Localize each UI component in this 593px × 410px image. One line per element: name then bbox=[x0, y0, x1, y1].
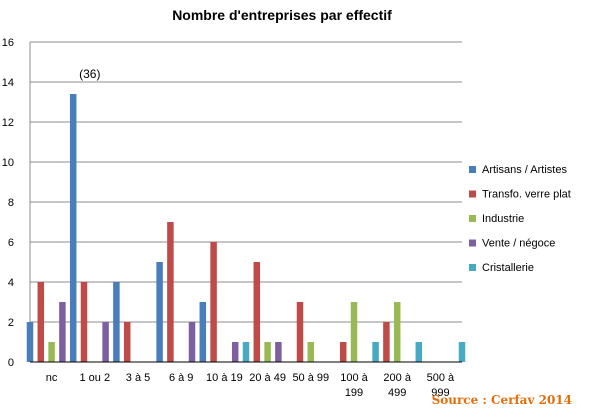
y-tick-label: 6 bbox=[8, 237, 14, 249]
bar bbox=[415, 342, 423, 362]
legend: Artisans / Artistes Transfo. verre plat In… bbox=[469, 164, 571, 274]
bar bbox=[26, 322, 34, 362]
gridlines bbox=[29, 41, 462, 362]
bar bbox=[199, 302, 207, 362]
y-tick-label: 2 bbox=[8, 317, 14, 329]
bar bbox=[350, 302, 358, 362]
y-tick-label: 16 bbox=[2, 37, 14, 49]
bar bbox=[242, 342, 250, 362]
bar bbox=[307, 342, 315, 362]
x-tick-label: 20 à 49 bbox=[249, 372, 286, 384]
bar bbox=[296, 302, 304, 362]
x-tick-label: 10 à 19 bbox=[206, 372, 243, 384]
annotations: (36) bbox=[79, 67, 100, 81]
source-note: Source : Cerfav 2014 bbox=[432, 393, 572, 407]
x-axis-ticks: nc 1 ou 2 3 à 5 6 à 9 10 à 19 20 à 49 50 à 99 1… bbox=[46, 372, 455, 399]
legend-label: Cristallerie bbox=[482, 262, 534, 274]
bar bbox=[113, 282, 120, 362]
legend-swatch bbox=[469, 166, 476, 173]
x-tick-label: 1 ou 2 bbox=[80, 372, 111, 384]
bar bbox=[383, 322, 390, 362]
bar bbox=[275, 342, 282, 362]
bar bbox=[210, 242, 217, 362]
bars bbox=[26, 94, 466, 362]
y-tick-label: 12 bbox=[2, 117, 14, 129]
bar bbox=[69, 94, 77, 362]
y-tick-label: 14 bbox=[2, 77, 14, 89]
bar bbox=[102, 322, 109, 362]
bar bbox=[37, 282, 45, 362]
legend-label: Transfo. verre plat bbox=[482, 189, 571, 201]
bar bbox=[48, 342, 55, 362]
legend-label: Industrie bbox=[482, 213, 524, 225]
bar bbox=[253, 262, 261, 362]
x-tick-label: 6 à 9 bbox=[169, 372, 193, 384]
bar bbox=[123, 322, 131, 362]
bar bbox=[264, 342, 271, 362]
bar bbox=[167, 222, 174, 362]
bar bbox=[458, 342, 466, 362]
bar bbox=[393, 302, 401, 362]
bar bbox=[188, 322, 196, 362]
legend-swatch bbox=[469, 215, 476, 222]
legend-swatch bbox=[469, 239, 476, 247]
y-tick-label: 4 bbox=[8, 277, 14, 289]
bar bbox=[372, 342, 379, 362]
x-tick-label: 3 à 5 bbox=[126, 372, 150, 384]
x-tick-label: nc bbox=[46, 372, 58, 384]
legend-swatch bbox=[469, 264, 476, 271]
y-tick-label: 10 bbox=[2, 157, 14, 169]
x-tick-label: 100 à 199 bbox=[340, 372, 368, 399]
bar bbox=[59, 302, 66, 362]
y-tick-label: 0 bbox=[8, 357, 14, 369]
bar bbox=[231, 342, 239, 362]
legend-label: Vente / négoce bbox=[482, 238, 555, 250]
legend-label: Artisans / Artistes bbox=[482, 164, 567, 176]
legend-swatch bbox=[469, 190, 476, 198]
annotation-label: (36) bbox=[79, 67, 100, 81]
x-tick-label: 200 à 499 bbox=[383, 372, 411, 399]
bar bbox=[80, 282, 88, 362]
x-tick-label: 500 à 999 bbox=[427, 372, 455, 399]
y-axis-ticks: 0 2 4 6 8 10 12 14 16 bbox=[2, 37, 14, 369]
chart-title: Nombre d'entreprises par effectif bbox=[172, 7, 392, 23]
bar bbox=[156, 262, 163, 362]
x-tick-label: 50 à 99 bbox=[292, 372, 329, 384]
y-tick-label: 8 bbox=[8, 197, 14, 209]
bar bbox=[339, 342, 347, 362]
